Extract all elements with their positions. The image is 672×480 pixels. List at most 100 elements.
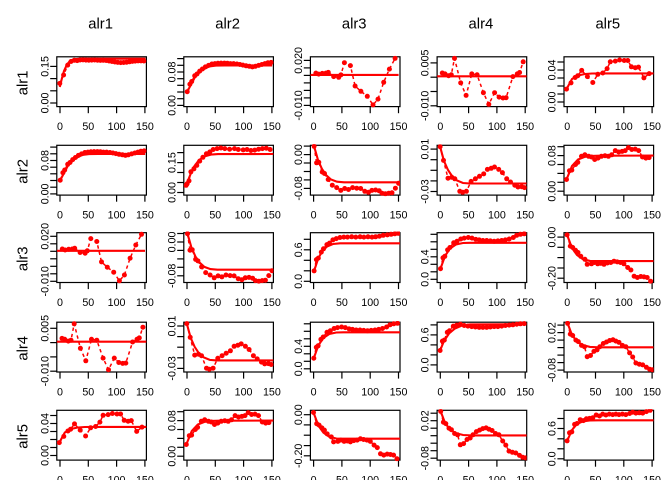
svg-text:0.0: 0.0 — [420, 272, 432, 287]
svg-text:150: 150 — [516, 386, 534, 398]
svg-text:100: 100 — [235, 475, 253, 480]
svg-text:0.005: 0.005 — [39, 315, 51, 342]
svg-text:0: 0 — [184, 121, 190, 133]
svg-text:0.04: 0.04 — [39, 413, 51, 434]
svg-text:0.02: 0.02 — [420, 410, 432, 431]
svg-text:100: 100 — [108, 297, 126, 309]
svg-text:-0.20: -0.20 — [547, 266, 559, 290]
svg-text:50: 50 — [209, 121, 221, 133]
svg-text:150: 150 — [390, 386, 408, 398]
svg-text:0.15: 0.15 — [39, 56, 51, 77]
svg-text:100: 100 — [361, 475, 379, 480]
svg-text:50: 50 — [82, 475, 94, 480]
svg-text:100: 100 — [488, 210, 506, 222]
svg-text:0.00: 0.00 — [39, 183, 51, 204]
svg-text:100: 100 — [108, 475, 126, 480]
svg-text:0.00: 0.00 — [293, 144, 305, 165]
svg-text:0.08: 0.08 — [547, 145, 559, 166]
svg-text:0.01: 0.01 — [420, 139, 432, 160]
svg-text:50: 50 — [336, 297, 348, 309]
svg-text:100: 100 — [108, 386, 126, 398]
svg-text:alr3: alr3 — [16, 246, 32, 271]
svg-text:0.00: 0.00 — [547, 92, 559, 113]
svg-text:0.005: 0.005 — [420, 49, 432, 76]
svg-text:50: 50 — [82, 297, 94, 309]
svg-text:0.6: 0.6 — [293, 242, 305, 257]
svg-text:0: 0 — [564, 210, 570, 222]
svg-text:-0.08: -0.08 — [293, 176, 305, 200]
svg-text:50: 50 — [209, 210, 221, 222]
svg-text:-0.08: -0.08 — [166, 264, 178, 288]
svg-text:50: 50 — [82, 121, 94, 133]
svg-text:50: 50 — [336, 475, 348, 480]
svg-text:-0.08: -0.08 — [420, 446, 432, 470]
svg-text:0: 0 — [184, 210, 190, 222]
svg-text:alr4: alr4 — [16, 336, 32, 361]
svg-text:0: 0 — [437, 297, 443, 309]
svg-text:100: 100 — [108, 121, 126, 133]
svg-text:0.00: 0.00 — [166, 446, 178, 467]
svg-text:150: 150 — [263, 297, 281, 309]
svg-text:100: 100 — [488, 121, 506, 133]
svg-text:0: 0 — [57, 121, 63, 133]
svg-text:alr1: alr1 — [16, 71, 32, 96]
svg-text:50: 50 — [336, 386, 348, 398]
svg-text:0.0: 0.0 — [420, 357, 432, 372]
svg-text:150: 150 — [643, 297, 661, 309]
svg-text:150: 150 — [136, 386, 154, 398]
svg-text:150: 150 — [390, 475, 408, 480]
svg-text:0: 0 — [57, 386, 63, 398]
svg-text:0: 0 — [437, 121, 443, 133]
svg-text:150: 150 — [263, 475, 281, 480]
svg-text:-0.20: -0.20 — [293, 444, 305, 468]
svg-text:100: 100 — [361, 297, 379, 309]
svg-text:0.020: 0.020 — [293, 47, 305, 74]
svg-text:150: 150 — [516, 210, 534, 222]
svg-text:50: 50 — [463, 475, 475, 480]
svg-text:100: 100 — [235, 210, 253, 222]
svg-text:50: 50 — [463, 297, 475, 309]
svg-text:50: 50 — [590, 386, 602, 398]
svg-text:50: 50 — [463, 210, 475, 222]
svg-text:50: 50 — [336, 121, 348, 133]
svg-text:100: 100 — [361, 210, 379, 222]
svg-text:0.15: 0.15 — [166, 152, 178, 173]
svg-text:-0.08: -0.08 — [547, 358, 559, 382]
svg-text:150: 150 — [263, 121, 281, 133]
svg-text:150: 150 — [263, 210, 281, 222]
svg-text:150: 150 — [516, 121, 534, 133]
svg-text:-0.010: -0.010 — [39, 356, 51, 386]
svg-text:0.0: 0.0 — [547, 451, 559, 466]
svg-text:0.08: 0.08 — [166, 410, 178, 431]
svg-text:alr2: alr2 — [215, 16, 240, 32]
svg-text:50: 50 — [590, 297, 602, 309]
svg-text:0.0: 0.0 — [293, 361, 305, 376]
svg-text:50: 50 — [209, 297, 221, 309]
svg-text:0: 0 — [311, 210, 317, 222]
svg-text:150: 150 — [136, 210, 154, 222]
svg-text:0.08: 0.08 — [39, 150, 51, 171]
svg-text:0.4: 0.4 — [420, 249, 432, 264]
svg-text:50: 50 — [463, 121, 475, 133]
svg-text:150: 150 — [390, 121, 408, 133]
svg-text:0.01: 0.01 — [166, 316, 178, 337]
svg-text:100: 100 — [615, 386, 633, 398]
svg-text:-0.010: -0.010 — [420, 91, 432, 121]
svg-text:0: 0 — [437, 386, 443, 398]
svg-text:0.00: 0.00 — [293, 404, 305, 425]
svg-text:0: 0 — [57, 297, 63, 309]
svg-text:100: 100 — [235, 297, 253, 309]
svg-text:150: 150 — [136, 297, 154, 309]
svg-text:100: 100 — [488, 386, 506, 398]
svg-text:150: 150 — [263, 386, 281, 398]
svg-text:0.6: 0.6 — [547, 421, 559, 436]
svg-text:0: 0 — [564, 297, 570, 309]
svg-text:0: 0 — [564, 475, 570, 480]
svg-text:100: 100 — [488, 475, 506, 480]
svg-text:150: 150 — [390, 297, 408, 309]
svg-text:0.020: 0.020 — [39, 223, 51, 250]
svg-text:alr5: alr5 — [595, 16, 620, 32]
svg-text:alr4: alr4 — [469, 16, 494, 32]
svg-text:50: 50 — [336, 210, 348, 222]
svg-text:100: 100 — [615, 210, 633, 222]
